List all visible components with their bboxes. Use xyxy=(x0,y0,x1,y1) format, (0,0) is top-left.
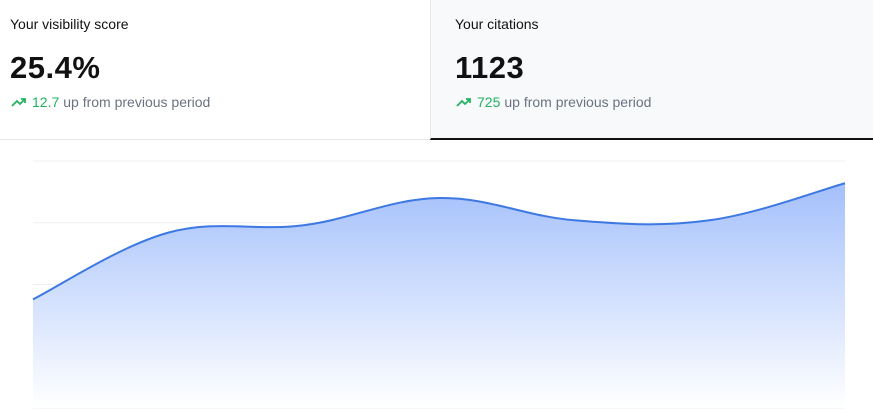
trend-icon xyxy=(11,98,26,107)
tab[interactable]: Your visibility score 25.4% 12.7 up from… xyxy=(0,0,430,140)
delta-row: 12.7 up from previous period xyxy=(10,94,430,110)
tab-value: 1123 xyxy=(455,50,525,85)
line xyxy=(32,182,846,301)
tab-value: 25.4% xyxy=(10,50,101,85)
delta-text: up from previous period xyxy=(504,94,652,110)
tab-title: Your visibility score xyxy=(10,16,129,32)
delta-value: 725 xyxy=(477,94,501,110)
delta-value: 12.7 xyxy=(32,94,60,110)
delta-row: 725 up from previous period xyxy=(455,94,873,110)
trend-icon xyxy=(456,98,471,107)
area xyxy=(33,183,845,408)
delta-text: up from previous period xyxy=(63,94,211,110)
chart xyxy=(32,160,846,409)
tab[interactable]: Your citations 1123 725 up from previous… xyxy=(430,0,873,140)
tab-title: Your citations xyxy=(455,16,539,32)
